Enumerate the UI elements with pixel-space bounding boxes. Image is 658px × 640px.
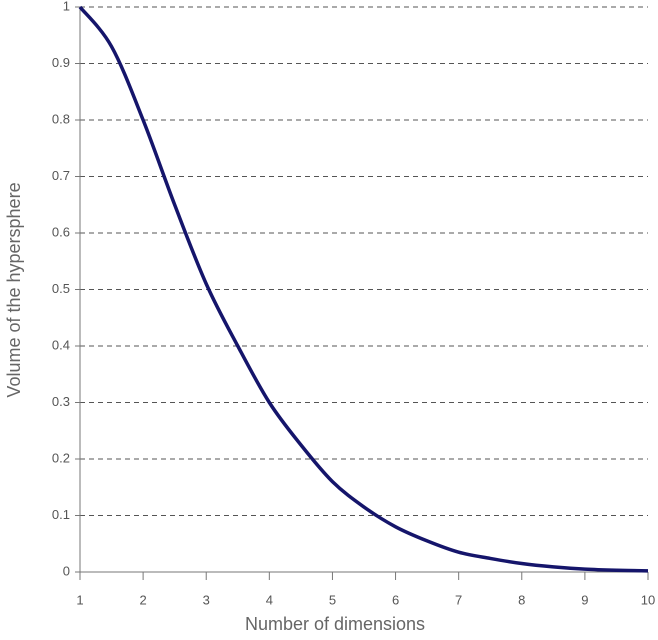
x-tick-label: 10 [641, 592, 655, 607]
x-tick-label: 8 [518, 592, 525, 607]
x-tick-label: 4 [266, 592, 273, 607]
x-tick-label: 9 [581, 592, 588, 607]
y-tick-label: 0.2 [52, 450, 70, 465]
y-tick-label: 0.9 [52, 55, 70, 70]
y-tick-label: 0.6 [52, 224, 70, 239]
x-tick-label: 1 [76, 592, 83, 607]
x-axis-title: Number of dimensions [245, 614, 425, 634]
y-tick-label: 0.4 [52, 337, 70, 352]
y-tick-label: 0.1 [52, 507, 70, 522]
y-tick-label: 0 [63, 563, 70, 578]
y-tick-label: 0.8 [52, 111, 70, 126]
y-tick-label: 0.3 [52, 394, 70, 409]
x-tick-label: 7 [455, 592, 462, 607]
data-line [78, 5, 649, 573]
y-tick-label: 1 [63, 0, 70, 13]
y-tick-label: 0.5 [52, 281, 70, 296]
y-axis-title: Volume of the hypersphere [4, 182, 24, 397]
x-tick-label: 3 [203, 592, 210, 607]
x-tick-label: 6 [392, 592, 399, 607]
y-tick-label: 0.7 [52, 168, 70, 183]
x-tick-label: 5 [329, 592, 336, 607]
x-tick-label: 2 [139, 592, 146, 607]
